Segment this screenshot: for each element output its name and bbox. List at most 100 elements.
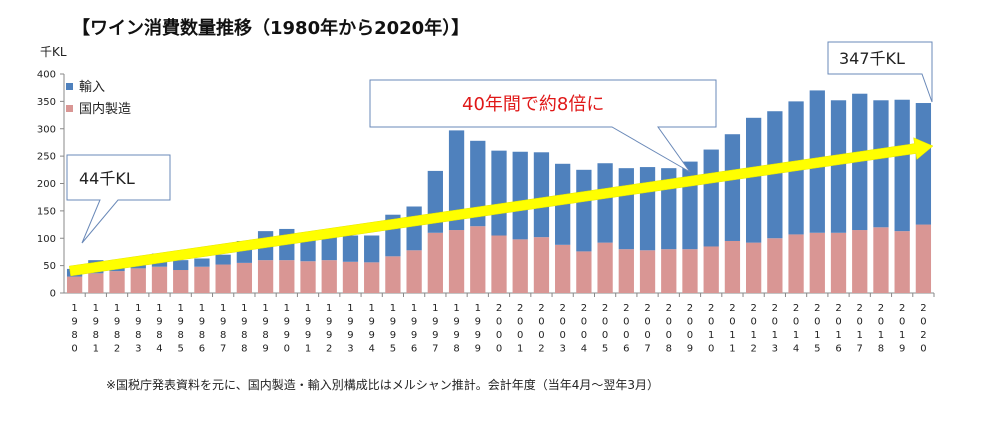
growth-arrow bbox=[69, 137, 934, 277]
bar-import bbox=[194, 258, 210, 267]
bar-domestic bbox=[427, 232, 443, 293]
bar-domestic bbox=[894, 231, 910, 293]
bars bbox=[66, 90, 932, 293]
bar-domestic bbox=[342, 261, 359, 293]
bar-import bbox=[830, 100, 847, 233]
start-callout-label: 44千KL bbox=[79, 169, 135, 188]
x-tick-labels: 1 9 8 0 1 9 8 1 1 9 8 2 1 9 8 3 1 9 8 4 1 9 8 5 1 9 8 6 1 9 8 7 1 9 8 8 1 9 8 9… bbox=[71, 293, 935, 355]
bar-domestic bbox=[576, 251, 592, 293]
y-tick-label: 300 bbox=[37, 124, 56, 135]
bar-domestic bbox=[300, 261, 316, 293]
bar-import bbox=[406, 206, 422, 251]
end-callout-label: 347千KL bbox=[839, 49, 905, 68]
bar-domestic bbox=[491, 235, 507, 293]
bar-import bbox=[512, 151, 528, 240]
bar-domestic bbox=[151, 266, 168, 293]
legend-label-domestic: 国内製造 bbox=[79, 101, 131, 117]
footnote: ※国税庁発表資料を元に、国内製造・輸入別構成比はメルシャン推計。会計年度（当年4… bbox=[106, 377, 659, 392]
y-tick-label: 50 bbox=[43, 261, 56, 272]
y-tick-label: 0 bbox=[50, 289, 56, 300]
bar-import bbox=[746, 117, 762, 243]
bar-import bbox=[215, 254, 231, 265]
bar-domestic bbox=[533, 237, 550, 293]
bar-domestic bbox=[724, 240, 741, 293]
bar-domestic bbox=[279, 260, 295, 293]
bar-import bbox=[448, 130, 465, 231]
bar-import bbox=[342, 235, 359, 262]
bar-domestic bbox=[215, 264, 231, 293]
bar-domestic bbox=[66, 276, 83, 293]
bar-import bbox=[491, 150, 507, 236]
bar-import bbox=[915, 103, 932, 225]
bar-domestic bbox=[512, 239, 528, 293]
bar-domestic bbox=[915, 224, 932, 293]
start-callout-box bbox=[66, 154, 171, 244]
bar-import bbox=[576, 169, 592, 252]
bar-domestic bbox=[257, 260, 274, 293]
y-tick-label: 350 bbox=[37, 97, 56, 108]
bar-domestic bbox=[173, 270, 189, 293]
legend-label-import: 輸入 bbox=[79, 80, 105, 95]
bar-import bbox=[597, 163, 613, 243]
bar-domestic bbox=[130, 268, 146, 293]
chart-title: 【ワイン消費数量推移（1980年から2020年）】 bbox=[72, 17, 469, 39]
bar-import bbox=[703, 149, 719, 247]
growth-callout-box bbox=[369, 79, 717, 173]
bar-import bbox=[894, 99, 910, 232]
y-tick-label: 200 bbox=[37, 179, 56, 190]
legend-swatch-import bbox=[66, 83, 73, 90]
bar-domestic bbox=[597, 242, 613, 293]
bar-import bbox=[767, 111, 783, 239]
bar-domestic bbox=[406, 250, 422, 293]
bar-import bbox=[470, 140, 486, 227]
bar-domestic bbox=[321, 260, 337, 293]
bar-domestic bbox=[661, 249, 677, 293]
bar-import bbox=[173, 260, 189, 271]
callouts: 44千KL 40年間で約8倍に 347千KL bbox=[66, 41, 933, 244]
growth-arrow-layer bbox=[69, 137, 934, 277]
y-tick-label: 150 bbox=[37, 206, 56, 217]
bar-domestic bbox=[809, 232, 825, 293]
y-tick-label: 250 bbox=[37, 152, 56, 163]
bar-domestic bbox=[682, 249, 698, 293]
bar-import bbox=[533, 152, 550, 238]
bar-domestic bbox=[852, 230, 868, 293]
bar-domestic bbox=[194, 266, 210, 293]
bar-domestic bbox=[364, 262, 380, 293]
bar-domestic bbox=[555, 244, 571, 293]
bar-import bbox=[724, 134, 741, 241]
y-tick-label: 100 bbox=[37, 234, 56, 245]
